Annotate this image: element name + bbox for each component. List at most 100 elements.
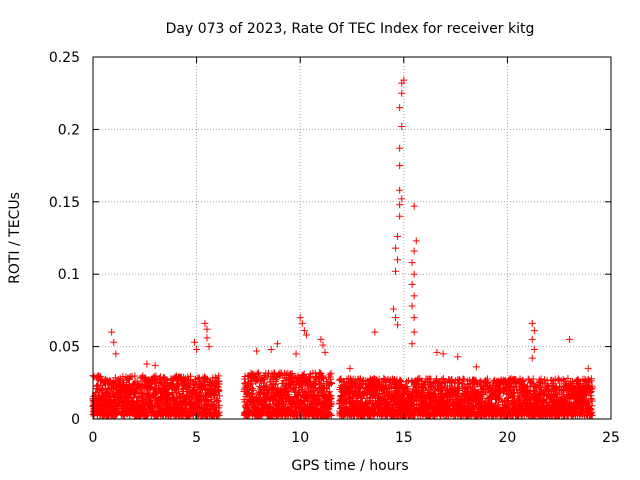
data-point <box>470 388 478 396</box>
data-point <box>410 328 418 336</box>
data-points <box>89 76 596 420</box>
data-point <box>327 379 335 387</box>
data-point <box>273 340 281 348</box>
data-point <box>317 335 325 343</box>
data-point <box>529 375 537 383</box>
data-point <box>410 270 418 278</box>
data-point <box>371 328 379 336</box>
data-point <box>396 212 404 220</box>
data-point <box>446 395 454 403</box>
data-point <box>131 372 139 380</box>
data-point <box>588 402 596 410</box>
data-point <box>400 76 408 84</box>
data-point <box>186 372 194 380</box>
data-point <box>392 267 400 275</box>
data-point <box>326 375 334 383</box>
y-tick-label: 0.05 <box>49 340 80 356</box>
data-point <box>300 327 308 335</box>
x-tick-label: 0 <box>89 430 98 446</box>
data-point <box>395 387 403 395</box>
data-point <box>327 398 335 406</box>
data-point <box>152 372 160 380</box>
data-point <box>327 369 335 377</box>
data-point <box>346 364 354 372</box>
data-point <box>327 411 335 419</box>
x-tick-label: 5 <box>192 430 201 446</box>
data-point <box>454 353 462 361</box>
data-point <box>495 396 503 404</box>
y-tick-label: 0.15 <box>49 195 80 211</box>
data-point <box>203 325 211 333</box>
data-point <box>396 201 404 209</box>
data-point <box>396 144 404 152</box>
data-point <box>259 382 267 390</box>
x-tick-label: 25 <box>602 430 620 446</box>
data-point <box>479 397 487 405</box>
data-point <box>285 391 293 399</box>
data-point <box>108 328 116 336</box>
data-point <box>321 348 329 356</box>
y-tick-label: 0.25 <box>49 50 80 66</box>
data-point <box>248 390 256 398</box>
data-point <box>264 389 272 397</box>
y-tick-label: 0.1 <box>58 267 80 283</box>
data-point <box>313 396 321 404</box>
data-point <box>398 195 406 203</box>
grid-lines <box>93 57 611 419</box>
data-point <box>408 302 416 310</box>
data-point <box>215 401 223 409</box>
data-point <box>405 377 413 385</box>
chart-title: Day 073 of 2023, Rate Of TEC Index for r… <box>166 21 535 37</box>
data-point <box>244 372 252 380</box>
data-point <box>205 343 213 351</box>
x-tick-label: 15 <box>395 430 413 446</box>
data-point <box>488 399 496 407</box>
data-point <box>319 341 327 349</box>
plot-frame <box>92 56 612 420</box>
data-point <box>186 380 194 388</box>
data-point <box>389 305 397 313</box>
data-point <box>253 347 261 355</box>
data-point <box>193 345 201 353</box>
data-point <box>396 186 404 194</box>
data-point <box>317 379 325 387</box>
data-point <box>433 375 441 383</box>
data-point <box>253 371 261 379</box>
data-point <box>460 375 468 383</box>
data-point <box>548 376 556 384</box>
data-point <box>215 411 223 419</box>
data-point <box>398 123 406 131</box>
data-point <box>439 374 447 382</box>
data-point <box>537 375 545 383</box>
data-point <box>588 384 596 392</box>
data-point <box>410 247 418 255</box>
data-point <box>433 348 441 356</box>
data-point <box>327 410 335 418</box>
y-tick-label: 0 <box>71 412 80 428</box>
data-point <box>526 379 534 387</box>
data-point <box>366 394 374 402</box>
data-point <box>412 237 420 245</box>
data-point <box>270 381 278 389</box>
data-point <box>516 401 524 409</box>
data-point <box>151 361 159 369</box>
x-axis-label: GPS time / hours <box>291 458 408 474</box>
data-point <box>410 292 418 300</box>
data-point <box>439 350 447 358</box>
data-point <box>249 386 257 394</box>
data-point <box>267 345 275 353</box>
data-point <box>408 280 416 288</box>
data-point <box>396 104 404 112</box>
data-point <box>159 381 167 389</box>
data-point <box>326 393 334 401</box>
data-point <box>95 372 103 380</box>
data-point <box>143 390 151 398</box>
data-point <box>214 397 222 405</box>
y-tick-label: 0.2 <box>58 122 80 138</box>
data-point <box>381 382 389 390</box>
data-point <box>408 259 416 267</box>
data-point <box>253 376 261 384</box>
data-point <box>519 376 527 384</box>
data-point <box>581 390 589 398</box>
